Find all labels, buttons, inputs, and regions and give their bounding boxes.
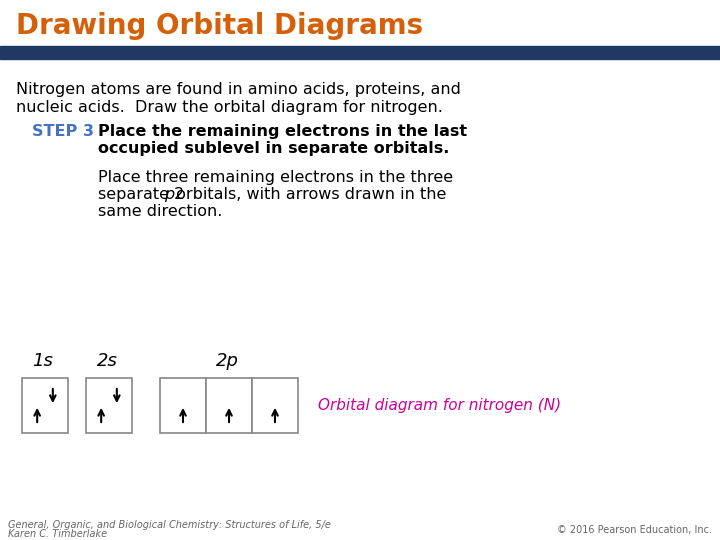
Text: Orbital diagram for nitrogen (N): Orbital diagram for nitrogen (N) <box>318 398 561 413</box>
Text: General, Organic, and Biological Chemistry: Structures of Life, 5/e: General, Organic, and Biological Chemist… <box>8 520 331 530</box>
Text: STEP 3: STEP 3 <box>32 124 94 139</box>
Text: nucleic acids.  Draw the orbital diagram for nitrogen.: nucleic acids. Draw the orbital diagram … <box>16 100 443 115</box>
Bar <box>0 46 720 59</box>
Text: 2s: 2s <box>96 352 117 370</box>
Bar <box>22 378 68 433</box>
Bar <box>86 378 132 433</box>
Bar <box>160 378 206 433</box>
Text: p: p <box>164 187 175 202</box>
Bar <box>252 378 298 433</box>
Text: Drawing Orbital Diagrams: Drawing Orbital Diagrams <box>16 12 423 40</box>
Text: 1s: 1s <box>32 352 53 370</box>
Text: Karen C. Timberlake: Karen C. Timberlake <box>8 529 107 539</box>
Text: 2p: 2p <box>215 352 238 370</box>
Text: © 2016 Pearson Education, Inc.: © 2016 Pearson Education, Inc. <box>557 525 712 535</box>
Text: Place three remaining electrons in the three: Place three remaining electrons in the t… <box>98 170 453 185</box>
Text: Nitrogen atoms are found in amino acids, proteins, and: Nitrogen atoms are found in amino acids,… <box>16 82 461 97</box>
Bar <box>206 378 252 433</box>
Text: occupied sublevel in separate orbitals.: occupied sublevel in separate orbitals. <box>98 141 449 156</box>
Text: Place the remaining electrons in the last: Place the remaining electrons in the las… <box>98 124 467 139</box>
Text: same direction.: same direction. <box>98 204 222 219</box>
Text: separate 2: separate 2 <box>98 187 184 202</box>
Text: orbitals, with arrows drawn in the: orbitals, with arrows drawn in the <box>171 187 446 202</box>
